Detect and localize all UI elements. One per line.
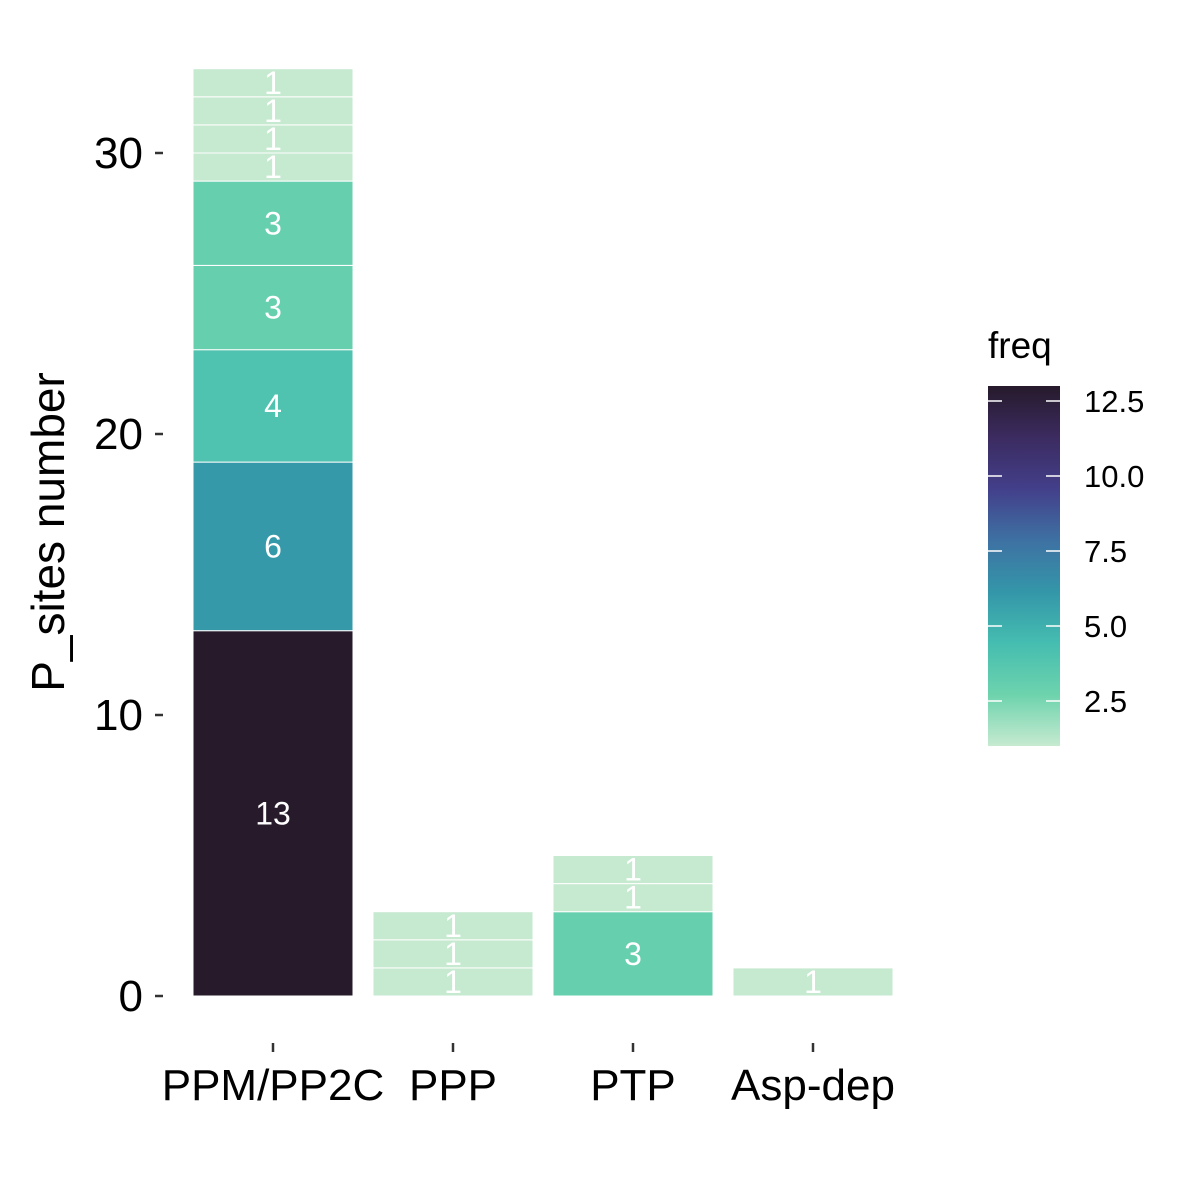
legend-tick-label: 7.5 xyxy=(1084,534,1127,569)
y-tick-label: 30 xyxy=(94,129,143,178)
x-tick-label: PPP xyxy=(409,1061,497,1110)
bar-value-label: 1 xyxy=(444,936,462,972)
bar-value-label: 1 xyxy=(624,880,642,916)
bar-value-label: 1 xyxy=(264,93,282,129)
bar-segment xyxy=(192,461,354,632)
x-tick-label: Asp-dep xyxy=(731,1061,895,1110)
y-axis-title: P_sites number xyxy=(22,372,74,692)
x-tick-label: PPM/PP2C xyxy=(162,1061,385,1110)
bar-value-label: 1 xyxy=(444,908,462,944)
bar-segment xyxy=(192,68,354,98)
bar-segment xyxy=(192,124,354,154)
bar-segment xyxy=(552,883,714,913)
bar-segment xyxy=(192,152,354,182)
bar-value-label: 3 xyxy=(624,936,642,972)
bar-segment xyxy=(552,855,714,885)
bar-value-label: 1 xyxy=(264,65,282,101)
bar-segment xyxy=(552,911,714,997)
bar-value-label: 6 xyxy=(264,528,282,564)
bar-value-label: 1 xyxy=(804,964,822,1000)
bar-value-label: 3 xyxy=(264,290,282,326)
y-tick-label: 10 xyxy=(94,691,143,740)
y-tick-label: 0 xyxy=(119,972,143,1021)
bar-value-label: 1 xyxy=(264,149,282,185)
bar-segment xyxy=(732,967,894,997)
bar-value-label: 13 xyxy=(255,795,291,831)
bar-segment xyxy=(372,911,534,941)
legend-tick-label: 10.0 xyxy=(1084,459,1144,494)
legend-tick-label: 12.5 xyxy=(1084,384,1144,419)
bar-segment xyxy=(372,967,534,997)
colorbar xyxy=(988,386,1060,746)
y-axis: 0 10 20 30 xyxy=(94,129,163,1021)
bar-segment xyxy=(192,264,354,351)
bar-value-label: 3 xyxy=(264,205,282,241)
legend-tick-label: 5.0 xyxy=(1084,609,1127,644)
bar-value-label: 1 xyxy=(444,964,462,1000)
bar-value-label: 4 xyxy=(264,388,282,424)
legend-title: freq xyxy=(988,325,1052,366)
x-tick-label: PTP xyxy=(590,1061,676,1110)
x-axis: PPM/PP2C PPP PTP Asp-dep xyxy=(162,1043,895,1110)
bar-value-label: 1 xyxy=(264,121,282,157)
bar-segment xyxy=(192,96,354,126)
bar-segment xyxy=(192,180,354,266)
bar-segment xyxy=(192,630,354,997)
color-legend: freq 2.5 5.0 7.5 10.0 12.5 xyxy=(988,325,1144,746)
legend-tick-label: 2.5 xyxy=(1084,684,1127,719)
bar-value-label: 1 xyxy=(624,852,642,888)
legend-ticks: 2.5 5.0 7.5 10.0 12.5 xyxy=(988,384,1144,719)
legend-colorbar xyxy=(988,386,1060,746)
y-tick-label: 20 xyxy=(94,410,143,459)
bar-segment xyxy=(372,939,534,969)
